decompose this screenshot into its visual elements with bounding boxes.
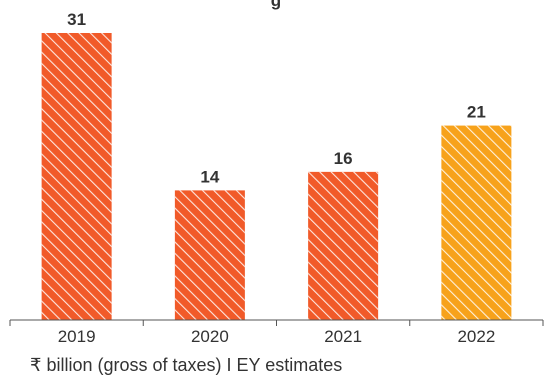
bar-hatch	[441, 125, 512, 320]
bar-hatch	[308, 171, 379, 320]
bar-2020	[174, 190, 245, 320]
bar-hatch	[41, 33, 112, 320]
value-label-2020: 14	[200, 167, 219, 186]
chart-footnote: ₹ billion (gross of taxes) I EY estimate…	[30, 355, 343, 375]
value-label-2021: 16	[334, 149, 353, 168]
value-label-2022: 21	[467, 103, 486, 122]
value-label-2019: 31	[67, 10, 86, 29]
chart-title-fragment: g	[271, 0, 281, 10]
bar-2019	[41, 33, 112, 320]
x-tick-label-2021: 2021	[324, 327, 362, 346]
bar-hatch	[174, 190, 245, 320]
bar-2022	[441, 125, 512, 320]
x-tick-label-2020: 2020	[191, 327, 229, 346]
x-tick-label-2019: 2019	[58, 327, 96, 346]
x-tick-label-2022: 2022	[457, 327, 495, 346]
bar-2021	[308, 171, 379, 320]
